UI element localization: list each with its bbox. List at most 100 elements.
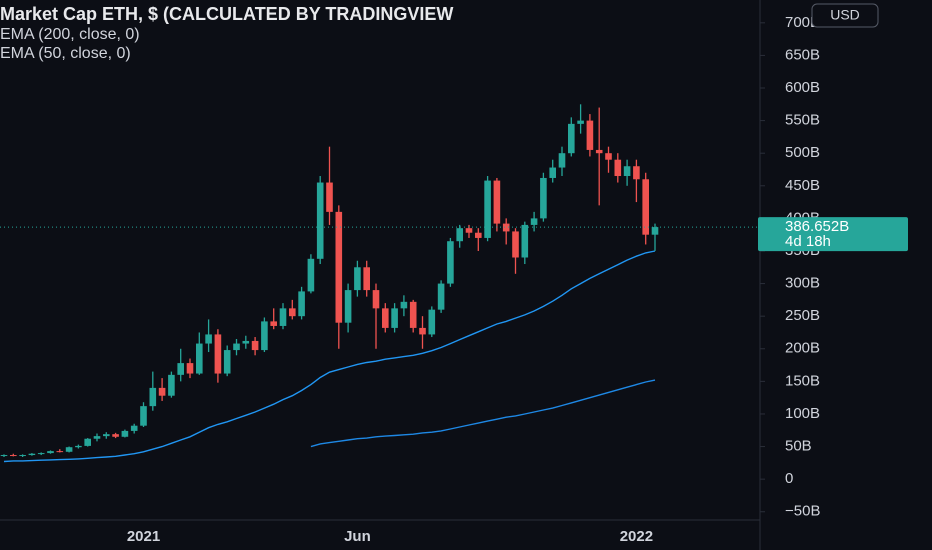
candle-body (521, 224, 529, 258)
candle-body (623, 166, 631, 177)
candle-body (0, 455, 8, 457)
candle-body (540, 177, 547, 219)
y-tick-label: 100B (785, 405, 820, 422)
currency[interactable]: USD (830, 7, 860, 23)
candle-body (400, 301, 408, 309)
y-tick-label: 200B (785, 340, 820, 357)
candle-body (65, 447, 73, 452)
y-tick-label: 150B (785, 372, 820, 389)
candle-body (428, 309, 436, 335)
candle-body (186, 363, 194, 374)
y-tick-label: 450B (785, 177, 820, 194)
candle-body (363, 267, 370, 291)
candle-body (130, 425, 138, 431)
candle-body (177, 363, 184, 375)
y-tick-label: 700B (785, 14, 820, 31)
y-tick-label: −50B (785, 503, 820, 520)
x-tick-label: 2022 (620, 528, 653, 545)
candle-body (307, 258, 315, 292)
candle-body (84, 438, 91, 446)
candle-body (289, 308, 296, 317)
candle-body (10, 455, 17, 457)
y-tick-label: 300B (785, 275, 820, 292)
candle-body (651, 227, 659, 235)
ema-line (310, 379, 656, 448)
x-tick-label: Jun (344, 528, 371, 545)
candle-body (456, 228, 463, 242)
candle-body (214, 334, 222, 374)
candle-body (595, 149, 603, 154)
price-axis (760, 0, 932, 550)
candle-body (447, 241, 454, 284)
candle-body (270, 321, 277, 326)
candle-body (112, 434, 119, 437)
candle-body (251, 340, 259, 351)
candle-body (279, 308, 287, 326)
candle-body (642, 179, 649, 235)
y-tick-label: 0 (785, 470, 793, 487)
candle-body (577, 120, 584, 124)
candle-body (530, 218, 538, 225)
candle-body (149, 387, 157, 407)
candle-body (56, 451, 64, 453)
candle-body (354, 267, 361, 291)
candle-body (419, 327, 426, 335)
candle-body (298, 291, 305, 317)
y-tick-label: 600B (785, 79, 820, 96)
candle-body (493, 180, 501, 224)
candle-body (372, 290, 380, 309)
candle-body (261, 321, 268, 351)
candle-body (549, 167, 556, 178)
candle-body (121, 430, 129, 437)
candle-body (633, 166, 640, 180)
candle-body (19, 455, 26, 457)
candle-body (614, 159, 622, 177)
candle-body (103, 434, 110, 437)
candle-body (242, 340, 250, 344)
candle-body (37, 453, 45, 455)
candle-body (502, 223, 510, 232)
countdown: 4d 18h (785, 233, 831, 250)
price-label: 386.652B (785, 218, 849, 235)
candle-body (605, 153, 612, 160)
y-tick-label: 500B (785, 144, 820, 161)
candle-body (512, 231, 519, 258)
plot-area (0, 104, 760, 463)
ema-line (3, 250, 656, 463)
candle-body (75, 445, 82, 448)
candle-body (168, 374, 175, 396)
candle-body (233, 343, 240, 351)
currency-button[interactable] (811, 3, 879, 28)
candle-body (140, 406, 147, 426)
candle-body (28, 453, 36, 456)
candle-body (335, 211, 343, 323)
legend-entry: EMA (200, close, 0) (0, 26, 140, 43)
legend-entry: EMA (50, close, 0) (0, 45, 131, 62)
candle-body (484, 180, 491, 238)
candle-body (382, 308, 389, 328)
candle-body (326, 182, 333, 212)
candle-body (465, 228, 473, 233)
candle-body (223, 350, 231, 374)
candle-body (568, 123, 575, 154)
candle-body (586, 120, 594, 150)
candle-body (205, 334, 212, 344)
legend: Market Cap ETH, $ (CALCULATED BY TRADING… (0, 4, 453, 62)
candle-body (196, 343, 203, 374)
candle-body (344, 290, 352, 323)
candle-body (558, 153, 566, 168)
candle-body (47, 451, 54, 454)
y-tick-label: 550B (785, 112, 820, 129)
candle-body (475, 232, 482, 238)
time-axis (0, 520, 760, 550)
candle-body (391, 308, 398, 328)
candle-body (437, 283, 445, 310)
y-tick-label: 250B (785, 307, 820, 324)
ticks: −50B050B100B150B200B250B300B350B400B450B… (127, 14, 908, 545)
y-tick-label: 50B (785, 438, 812, 455)
x-tick-label: 2021 (127, 528, 160, 545)
candle-body (93, 436, 101, 439)
chart-title: Market Cap ETH, $ (CALCULATED BY TRADING… (0, 4, 453, 24)
candle-body (316, 182, 324, 259)
